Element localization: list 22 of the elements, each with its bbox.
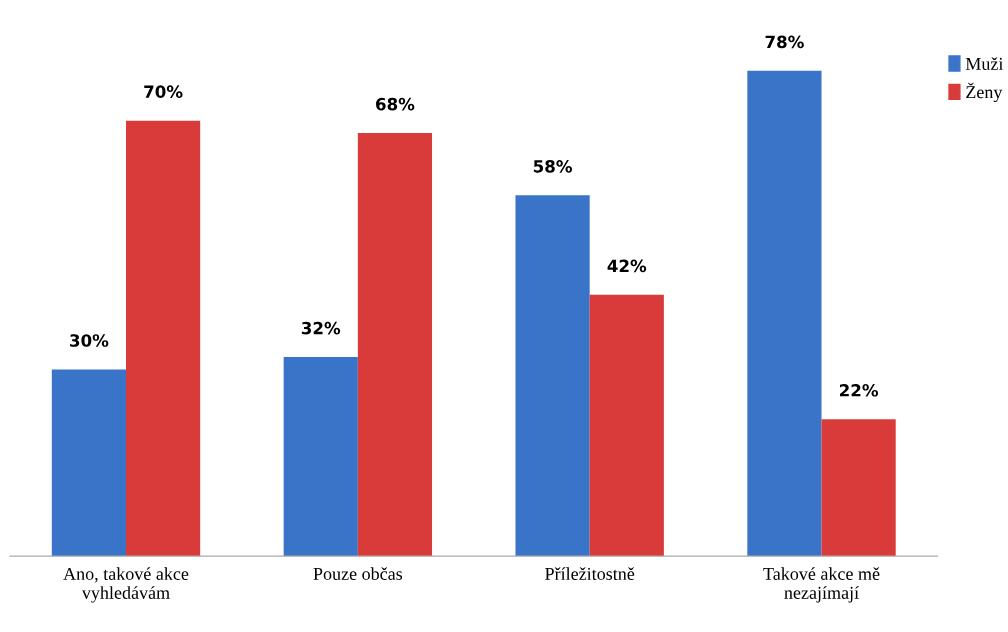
data-label: 32%: [301, 321, 341, 335]
data-label: 70%: [144, 85, 183, 98]
bar: [589, 294, 664, 557]
bar: [747, 70, 822, 557]
x-tick-label: Takové akce mě nezajímají: [763, 567, 880, 603]
legend-label: Muži: [965, 57, 1004, 70]
legend-label: Ženy: [966, 82, 1003, 103]
x-tick-label: Ano, takové akce vyhledávám: [63, 567, 189, 603]
data-label: 22%: [839, 384, 879, 397]
bar: [821, 419, 896, 557]
data-label: 30%: [70, 334, 109, 347]
x-tick-label: Pouze občas: [313, 567, 403, 580]
data-label: 78%: [765, 35, 804, 49]
bar: [51, 369, 126, 557]
bar: [515, 195, 590, 557]
bar: [283, 357, 358, 557]
x-tick-label: Příležitostně: [545, 567, 635, 580]
data-label: 68%: [376, 97, 415, 111]
data-label: 42%: [607, 259, 647, 273]
bar: [357, 133, 433, 557]
data-label: 58%: [533, 160, 572, 173]
bar: [126, 120, 201, 557]
